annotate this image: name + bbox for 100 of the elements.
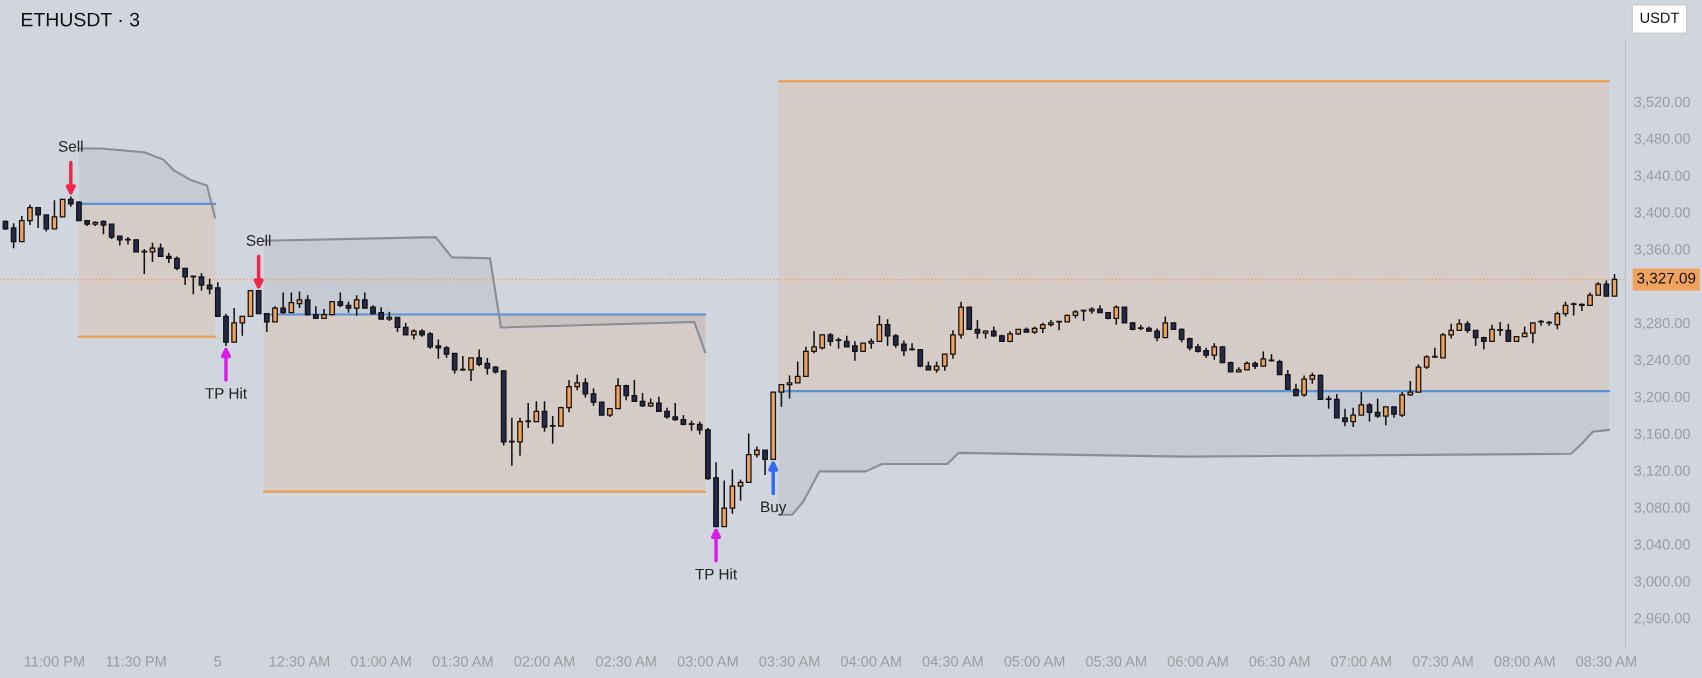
- annotation: TP Hit: [205, 387, 247, 399]
- candlestick: [149, 241, 156, 263]
- text: USDT: [1640, 12, 1679, 23]
- candlestick: [909, 342, 915, 352]
- y-tick-label: 3,000.00: [1634, 576, 1690, 589]
- candlestick: [1162, 315, 1169, 339]
- x-tick-label: 08:30 AM: [1576, 656, 1636, 667]
- candlestick: [27, 204, 33, 226]
- candlestick: [549, 415, 556, 445]
- annotation: TP Hit: [695, 568, 738, 580]
- candlestick: [517, 417, 523, 457]
- candlestick: [737, 478, 744, 502]
- candlestick: [1333, 393, 1340, 419]
- candlestick: [852, 340, 858, 362]
- candlestick: [353, 294, 360, 317]
- candlestick: [76, 200, 82, 222]
- candlestick: [263, 312, 270, 333]
- y-tick-label: 2,960.00: [1634, 613, 1690, 626]
- y-tick-label: 3,480.00: [1634, 133, 1690, 146]
- candlestick: [1301, 374, 1308, 398]
- candlestick: [794, 360, 801, 384]
- x-tick-label: 5: [214, 656, 222, 667]
- candlestick: [35, 206, 41, 229]
- candlestick: [280, 291, 287, 315]
- candlestick: [631, 379, 638, 403]
- x-tick-label: 05:00 AM: [1004, 656, 1065, 667]
- candlestick: [1284, 369, 1291, 391]
- candlestick: [1440, 332, 1446, 359]
- candlestick: [525, 402, 532, 429]
- candlestick: [1431, 347, 1438, 359]
- candlestick: [1366, 402, 1373, 423]
- candlestick: [231, 307, 238, 344]
- candlestick: [868, 337, 875, 350]
- y-tick-label: 3,440.00: [1634, 170, 1690, 183]
- candlestick: [1529, 322, 1536, 344]
- candlestick: [10, 222, 17, 249]
- candlestick: [141, 248, 148, 275]
- candlestick: [435, 338, 442, 360]
- x-tick-label: 11:30 PM: [106, 656, 166, 667]
- x-tick-label: 04:00 AM: [841, 656, 901, 667]
- x-tick-label: 06:30 AM: [1249, 656, 1310, 667]
- y-tick-label: 3,160.00: [1634, 428, 1690, 441]
- candlestick: [582, 377, 589, 399]
- candlestick: [974, 319, 981, 340]
- x-tick-label: 04:30 AM: [922, 656, 983, 667]
- annotation: Buy: [761, 501, 787, 516]
- candlestick: [1374, 397, 1381, 419]
- candlestick: [239, 315, 246, 337]
- x-tick-label: 01:30 AM: [432, 656, 493, 667]
- x-tick-label: 11:00 PM: [24, 656, 84, 667]
- candlestick: [566, 379, 572, 414]
- x-tick-label: 05:30 AM: [1086, 656, 1146, 667]
- candlestick: [615, 377, 621, 410]
- candlestick: [1056, 320, 1062, 332]
- candlestick: [721, 479, 728, 528]
- candlestick: [468, 357, 474, 382]
- x-tick-label: 01:00 AM: [350, 656, 411, 667]
- y-tick-label: 3,080.00: [1634, 502, 1690, 515]
- candlestick: [288, 291, 295, 314]
- candlestick: [786, 374, 793, 400]
- candlestick: [950, 329, 956, 360]
- y-tick-label: 3,360.00: [1634, 244, 1690, 257]
- x-tick-label: 06:00 AM: [1167, 656, 1228, 667]
- candlestick: [451, 352, 458, 375]
- candlestick: [966, 306, 973, 331]
- candlestick: [729, 468, 736, 515]
- candlestick: [1113, 304, 1120, 326]
- candlestick: [762, 449, 768, 476]
- x-tick-label: 03:30 AM: [759, 656, 820, 667]
- x-tick-label: 07:30 AM: [1412, 656, 1473, 667]
- candlestick: [1497, 321, 1504, 337]
- annotation: Sell: [246, 234, 271, 246]
- candlestick: [165, 252, 172, 264]
- candlestick: [459, 355, 466, 372]
- x-tick-label: 02:30 AM: [595, 656, 656, 667]
- annotation: Sell: [58, 140, 83, 152]
- y-tick-label: 3,400.00: [1634, 207, 1690, 220]
- ref-line-label: 3,327.09: [1637, 272, 1696, 286]
- y-tick-label: 3,280.00: [1634, 317, 1690, 331]
- candlestick: [125, 236, 131, 246]
- candlestick: [533, 400, 540, 423]
- candlestick: [1578, 302, 1585, 312]
- x-tick-label: 08:00 AM: [1494, 656, 1555, 667]
- candlestick: [255, 289, 262, 315]
- candlestick: [1382, 406, 1389, 427]
- candlestick: [778, 383, 785, 408]
- y-tick-label: 3,200.00: [1634, 391, 1690, 404]
- candlestick: [1538, 319, 1544, 327]
- candlestick: [18, 215, 25, 243]
- y-tick-label: 3,040.00: [1634, 539, 1690, 552]
- x-tick-label: 12:30 AM: [269, 656, 330, 667]
- y-tick-label: 3,120.00: [1634, 465, 1690, 478]
- candlestick: [1350, 406, 1357, 428]
- candlestick: [672, 402, 679, 422]
- candlestick: [1399, 391, 1406, 418]
- chart-title: ETHUSDT · 3: [22, 12, 140, 27]
- x-tick-label: 03:00 AM: [677, 656, 738, 667]
- candlestick: [811, 330, 817, 355]
- y-tick-label: 3,240.00: [1634, 354, 1690, 367]
- y-tick-label: 3,520.00: [1634, 96, 1690, 109]
